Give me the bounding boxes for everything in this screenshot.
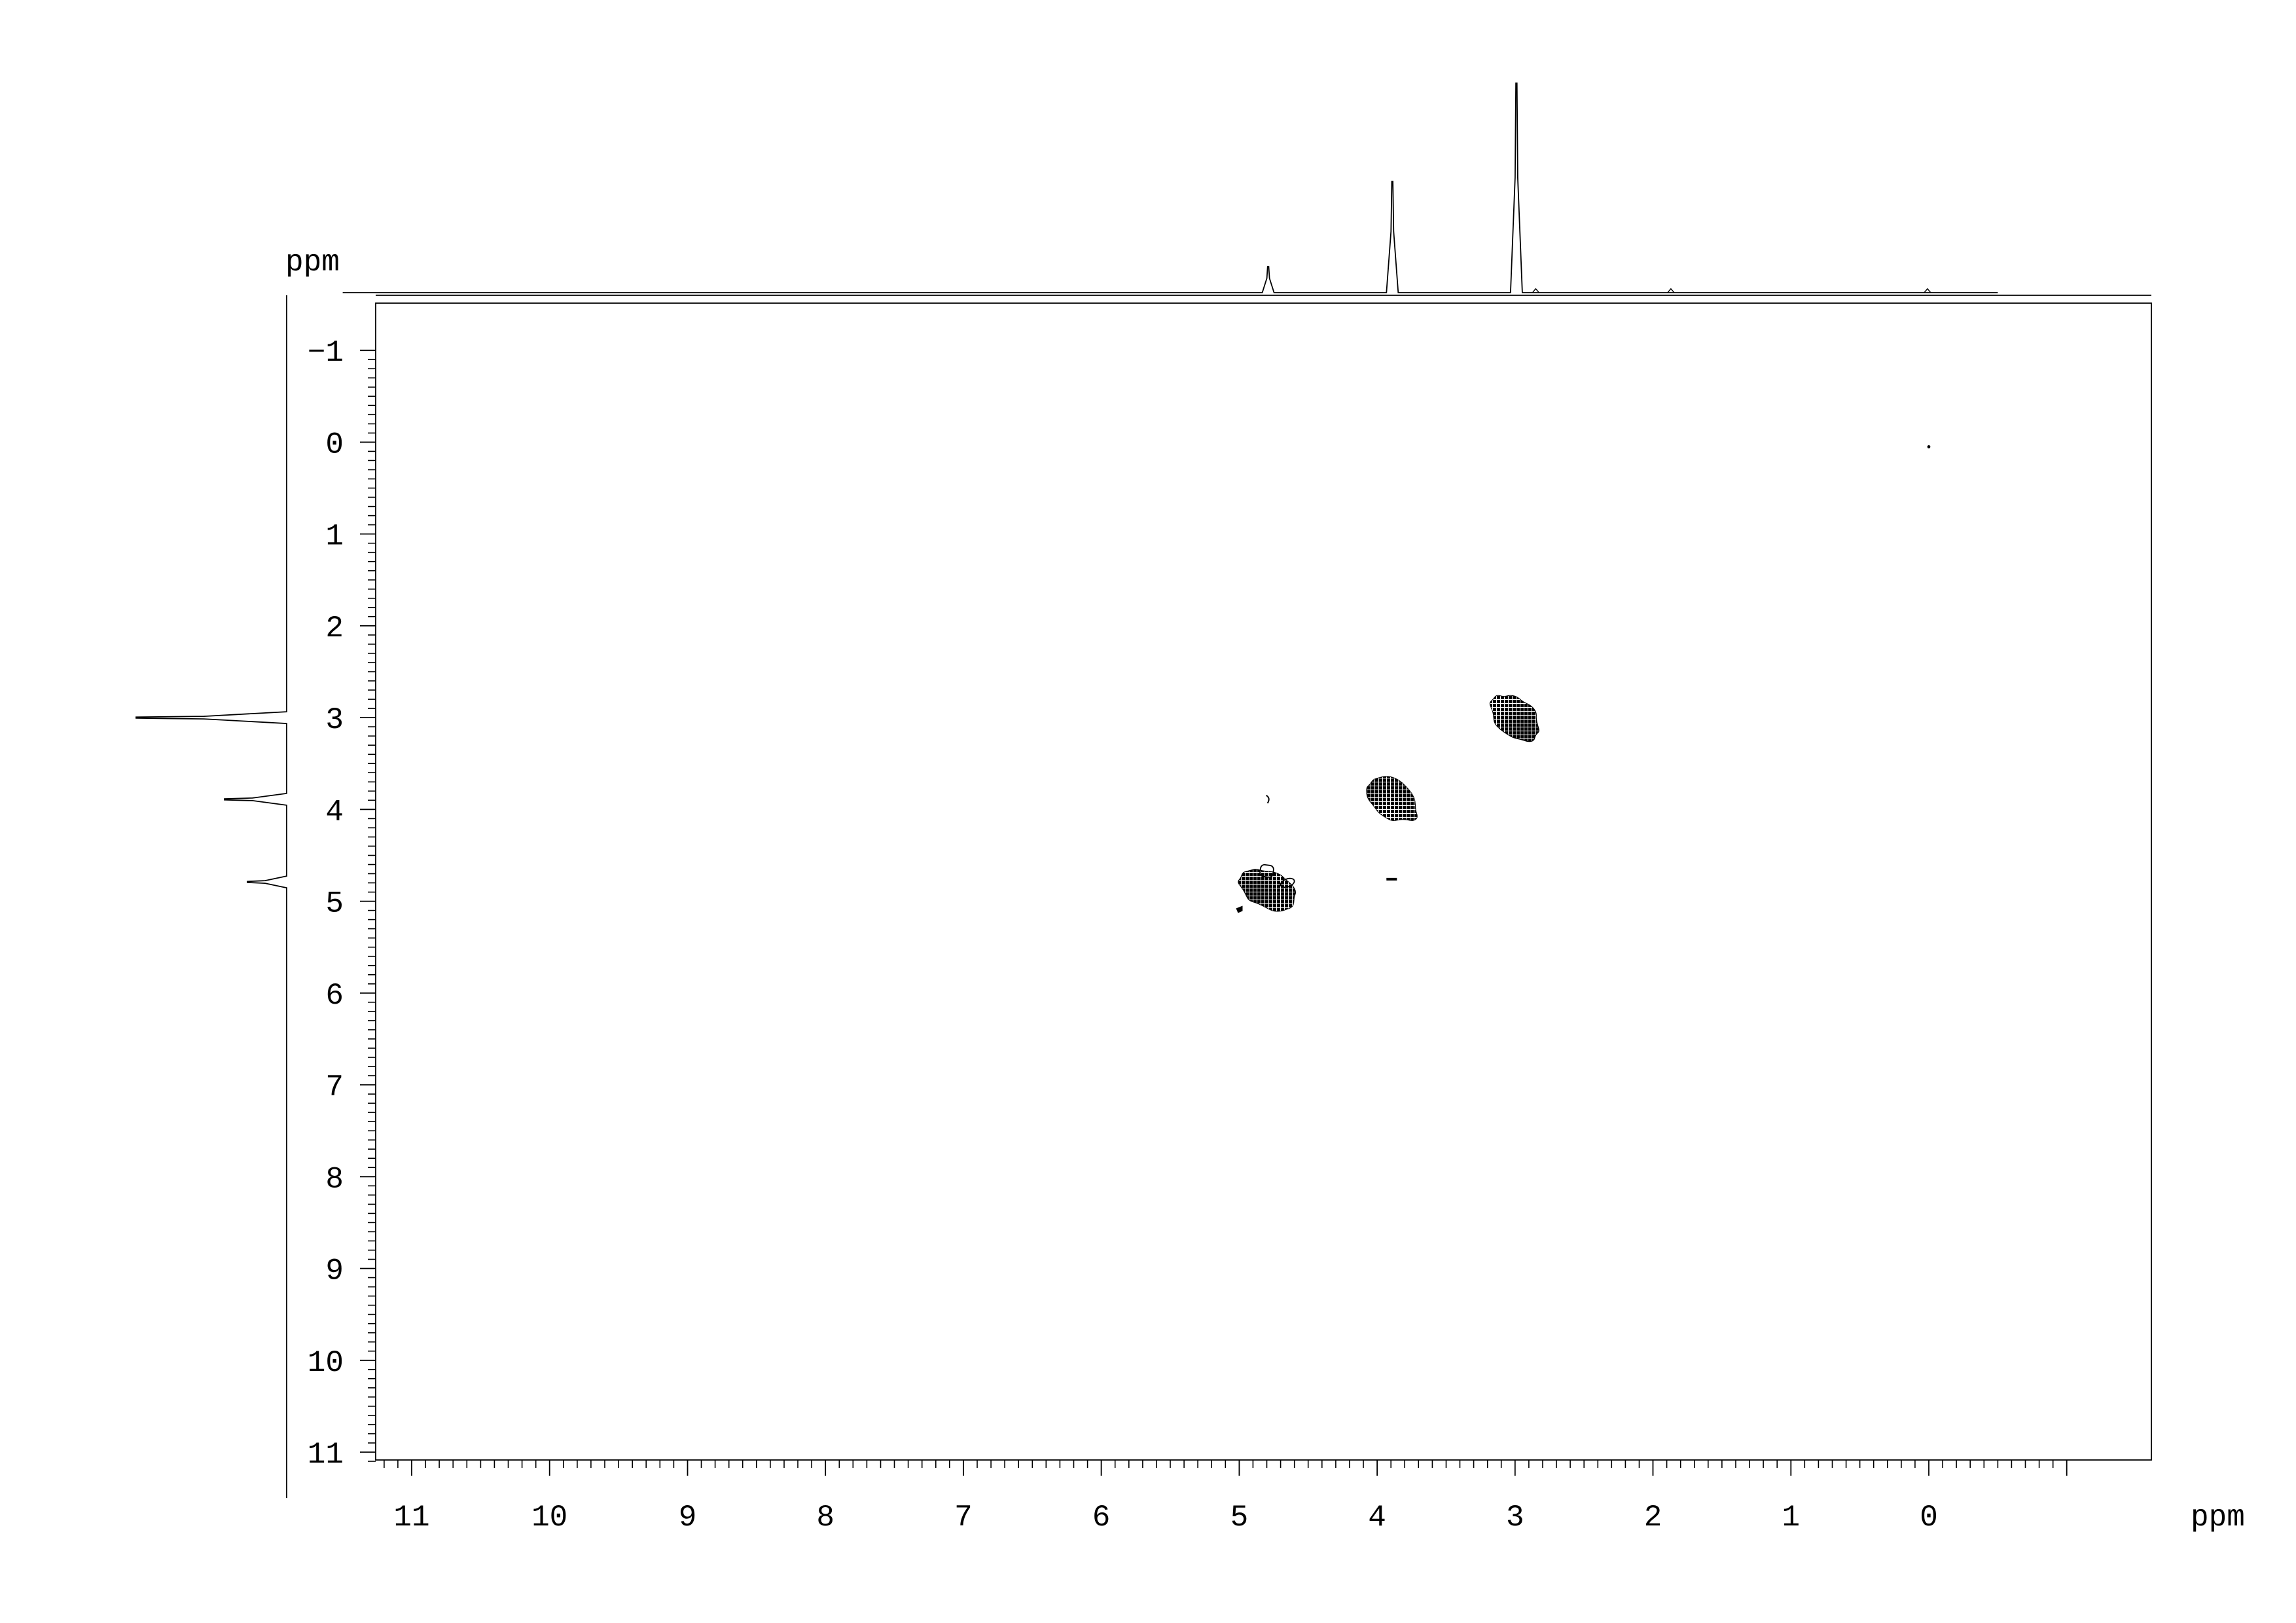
svg-text:11: 11 [393,1501,429,1535]
svg-text:0: 0 [1920,1501,1938,1535]
svg-text:6: 6 [325,979,344,1013]
svg-text:3: 3 [1506,1501,1524,1535]
svg-text:8: 8 [816,1501,834,1535]
svg-text:5: 5 [1230,1501,1249,1535]
svg-text:ppm: ppm [2191,1501,2245,1535]
svg-text:8: 8 [325,1162,344,1196]
svg-text:10: 10 [308,1346,344,1380]
svg-text:5: 5 [325,887,344,921]
svg-text:3: 3 [325,703,344,737]
svg-text:2: 2 [325,611,344,646]
svg-text:11: 11 [308,1438,344,1472]
svg-text:9: 9 [325,1254,344,1288]
svg-text:4: 4 [325,795,344,829]
svg-text:10: 10 [531,1501,567,1535]
svg-text:−1: −1 [308,336,344,370]
svg-text:1: 1 [1782,1501,1800,1535]
svg-text:0: 0 [325,428,344,462]
svg-text:7: 7 [954,1501,973,1535]
svg-text:ppm: ppm [285,246,340,280]
svg-text:9: 9 [679,1501,697,1535]
svg-text:6: 6 [1092,1501,1111,1535]
svg-text:4: 4 [1368,1501,1386,1535]
svg-text:7: 7 [325,1070,344,1104]
svg-text:1: 1 [325,520,344,554]
svg-text:2: 2 [1644,1501,1662,1535]
